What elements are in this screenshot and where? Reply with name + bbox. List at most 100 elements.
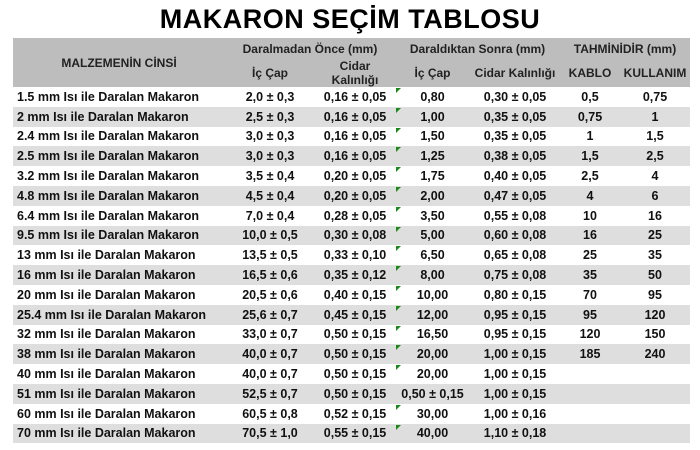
cell-inner-before: 40,0 ± 0,7 (242, 367, 298, 382)
cell-usage: 0,75 (642, 89, 668, 104)
cell-usage: 50 (620, 265, 690, 285)
cell-inner-after: 1,75 (395, 166, 470, 186)
header-after: Daraldıktan Sonra (mm) (395, 38, 560, 59)
header-usage: KULLANIM (620, 59, 690, 87)
cell-wall-before: 0,55 ± 0,15 (315, 423, 395, 444)
cell-cable: 0,75 (560, 106, 620, 127)
cell-inner-before: 16,5 ± 0,6 (225, 265, 315, 285)
cell-wall-before: 0,40 ± 0,15 (323, 287, 387, 302)
cell-cable (560, 383, 620, 404)
cell-usage: 16 (648, 208, 662, 223)
cell-inner-before: 2,0 ± 0,3 (245, 89, 295, 104)
cell-inner-before: 7,0 ± 0,4 (245, 208, 295, 223)
cell-cable: 1 (586, 129, 594, 144)
cell-usage: 4 (651, 169, 659, 184)
cell-material: 6.4 mm Isı ile Daralan Makaron (17, 208, 200, 223)
cell-inner-before: 40,0 ± 0,7 (225, 344, 315, 365)
cell-material: 70 mm Isı ile Daralan Makaron (13, 423, 225, 444)
cell-cable: 1,5 (560, 146, 620, 167)
cell-usage (620, 383, 690, 404)
cell-material: 20 mm Isı ile Daralan Makaron (17, 287, 196, 302)
cell-wall-before: 0,35 ± 0,12 (315, 265, 395, 285)
cell-wall-after: 0,65 ± 0,08 (483, 248, 547, 263)
cell-wall-after: 1,10 ± 0,18 (470, 423, 560, 444)
table-row: 51 mm Isı ile Daralan Makaron 52,5 ± 0,7 0… (13, 383, 690, 404)
cell-material: 51 mm Isı ile Daralan Makaron (13, 383, 225, 404)
cell-inner-after: 16,50 (395, 325, 470, 345)
cell-inner-before: 3,5 ± 0,4 (245, 169, 295, 184)
cell-inner-before: 52,5 ± 0,7 (225, 383, 315, 404)
cell-inner-after: 1,00 (395, 106, 470, 127)
cell-cable: 185 (560, 344, 620, 365)
cell-wall-before: 0,33 ± 0,10 (323, 248, 387, 263)
table-row: 4.8 mm Isı ile Daralan Makaron 4,5 ± 0,4 0… (13, 185, 690, 206)
table-row: 16 mm Isı ile Daralan Makaron 16,5 ± 0,6 0… (13, 265, 690, 285)
cell-inner-after: 20,00 (395, 364, 470, 384)
cell-inner-before: 3,0 ± 0,3 (225, 146, 315, 167)
cell-inner-after: 6,50 (395, 245, 470, 265)
table-row: 13 mm Isı ile Daralan Makaron 13,5 ± 0,5 0… (13, 245, 690, 265)
cell-inner-after: 2,00 (395, 185, 470, 206)
cell-inner-after: 5,00 (395, 225, 470, 246)
cell-wall-after: 1,00 ± 0,15 (470, 344, 560, 365)
header-material: MALZEMENİN CİNSİ (13, 38, 225, 87)
header-wall-after: Cidar Kalınlığı (470, 59, 560, 87)
header-cable: KABLO (560, 59, 620, 87)
cell-inner-before: 20,5 ± 0,6 (242, 287, 298, 302)
table-row: 70 mm Isı ile Daralan Makaron 70,5 ± 1,0 0… (13, 423, 690, 444)
table-row: 60 mm Isı ile Daralan Makaron 60,5 ± 0,8 0… (13, 404, 690, 424)
cell-material: 2 mm Isı ile Daralan Makaron (13, 106, 225, 127)
table-row: 1.5 mm Isı ile Daralan Makaron 2,0 ± 0,3 0… (13, 87, 690, 107)
cell-cable: 35 (560, 265, 620, 285)
cell-wall-after: 0,35 ± 0,05 (483, 129, 547, 144)
cell-cable: 2,5 (581, 169, 599, 184)
cell-material: 25.4 mm Isı ile Daralan Makaron (13, 304, 225, 325)
cell-material: 1.5 mm Isı ile Daralan Makaron (17, 89, 200, 104)
cell-inner-before: 13,5 ± 0,5 (242, 248, 298, 263)
cell-inner-after: 1,50 (395, 127, 470, 147)
cell-usage: 240 (620, 344, 690, 365)
cell-cable: 16 (560, 225, 620, 246)
cell-usage (620, 404, 690, 424)
cell-wall-before: 0,45 ± 0,15 (315, 304, 395, 325)
cell-inner-after: 3,50 (395, 206, 470, 226)
cell-wall-after: 0,40 ± 0,05 (483, 169, 547, 184)
cell-cable (560, 404, 620, 424)
cell-usage: 1 (620, 106, 690, 127)
cell-wall-before: 0,16 ± 0,05 (315, 106, 395, 127)
cell-usage: 1,5 (646, 129, 664, 144)
cell-cable: 25 (583, 248, 597, 263)
table-row: 2.4 mm Isı ile Daralan Makaron 3,0 ± 0,3 0… (13, 127, 690, 147)
cell-material: 60 mm Isı ile Daralan Makaron (17, 406, 196, 421)
cell-wall-before: 0,50 ± 0,15 (315, 383, 395, 404)
cell-cable (560, 423, 620, 444)
cell-inner-before: 4,5 ± 0,4 (225, 185, 315, 206)
cell-wall-before: 0,16 ± 0,05 (315, 146, 395, 167)
cell-wall-before: 0,16 ± 0,05 (323, 89, 387, 104)
cell-inner-after: 12,00 (395, 304, 470, 325)
cell-cable: 10 (583, 208, 597, 223)
cell-cable: 4 (560, 185, 620, 206)
cell-usage: 150 (644, 327, 666, 342)
header-inner-after: İç Çap (395, 59, 470, 87)
cell-inner-after: 30,00 (395, 404, 470, 424)
cell-material: 16 mm Isı ile Daralan Makaron (13, 265, 225, 285)
cell-wall-after: 0,95 ± 0,15 (483, 327, 547, 342)
cell-wall-before: 0,20 ± 0,05 (315, 185, 395, 206)
cell-wall-before: 0,52 ± 0,15 (323, 406, 387, 421)
cell-usage: 25 (620, 225, 690, 246)
header-inner-before: İç Çap (225, 59, 315, 87)
cell-inner-after: 40,00 (395, 423, 470, 444)
cell-cable (560, 364, 620, 384)
cell-material: 32 mm Isı ile Daralan Makaron (17, 327, 196, 342)
cell-wall-after: 0,35 ± 0,05 (470, 106, 560, 127)
cell-inner-before: 3,0 ± 0,3 (245, 129, 295, 144)
cell-wall-before: 0,50 ± 0,15 (323, 367, 387, 382)
cell-usage: 35 (648, 248, 662, 263)
header-wall-before: Cidar Kalınlığı (315, 59, 395, 87)
cell-wall-after: 0,80 ± 0,15 (483, 287, 547, 302)
cell-wall-after: 0,55 ± 0,08 (483, 208, 547, 223)
cell-inner-before: 2,5 ± 0,3 (225, 106, 315, 127)
cell-wall-before: 0,16 ± 0,05 (323, 129, 387, 144)
table-row: 3.2 mm Isı ile Daralan Makaron 3,5 ± 0,4 0… (13, 166, 690, 186)
